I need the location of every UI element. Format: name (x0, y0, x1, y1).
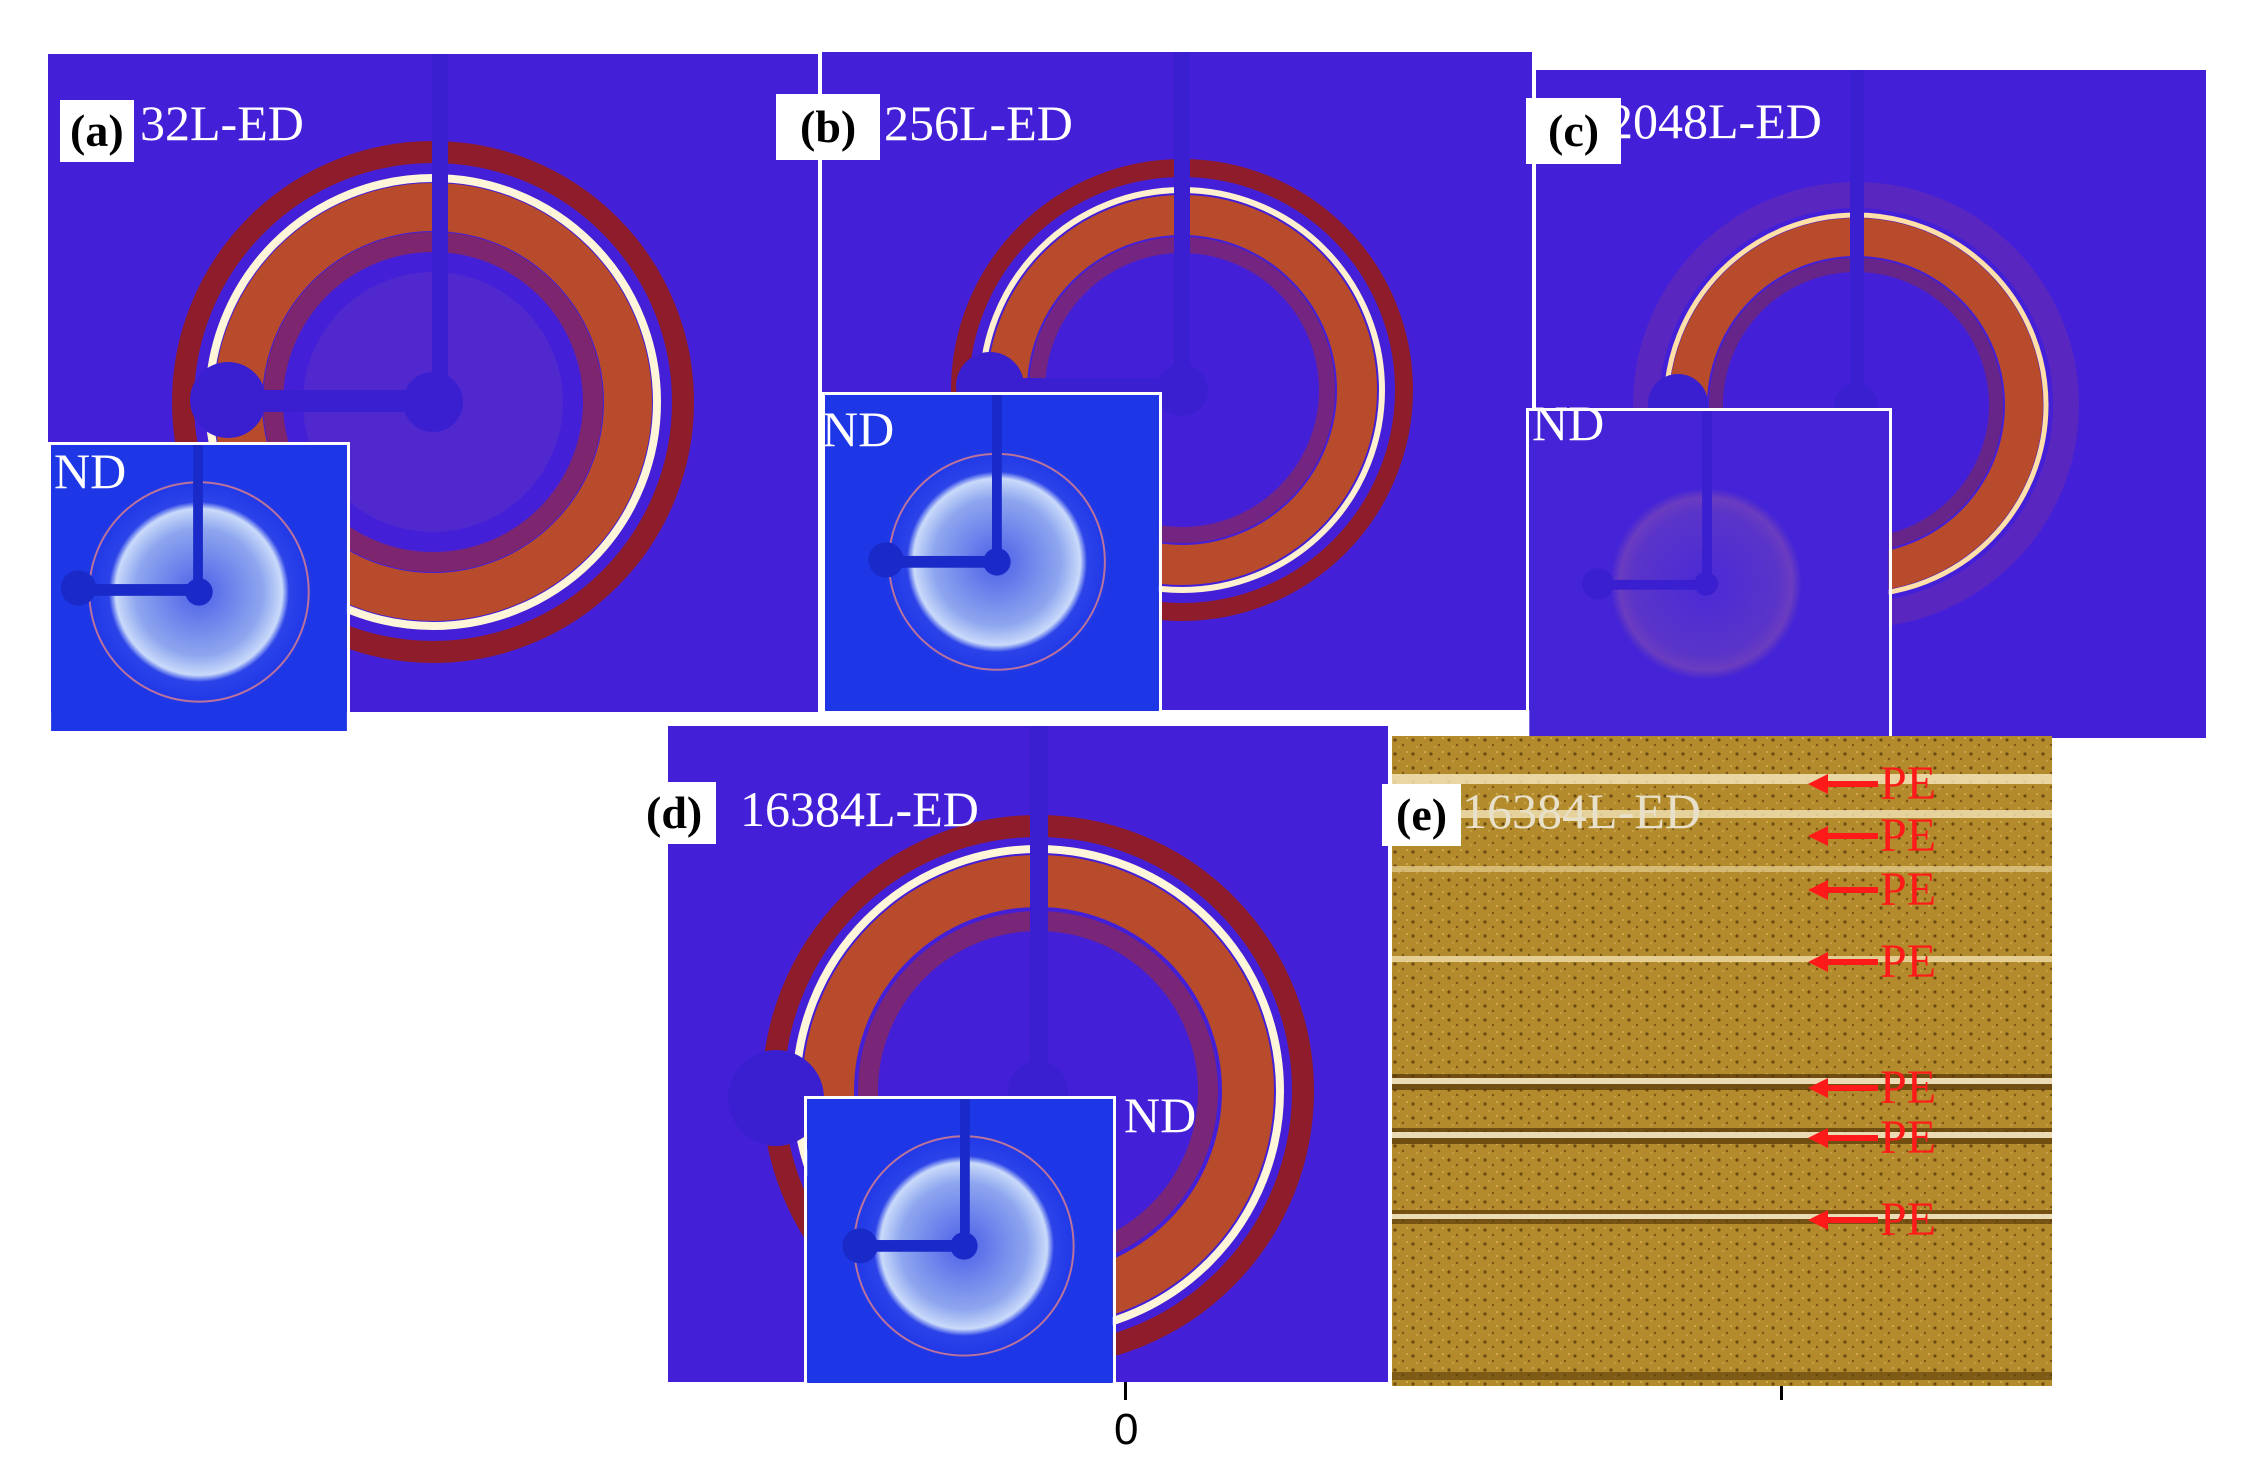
waxs-inset-d (804, 1096, 1116, 1386)
sample-label-d: 16384L-ED (740, 781, 979, 837)
arrow-left-icon (1808, 1210, 1878, 1230)
arrow-left-icon (1808, 826, 1878, 846)
inset-label-a: ND (54, 443, 127, 499)
arrow-left-icon (1808, 952, 1878, 972)
pe-layer-marker: PE (1808, 1196, 1936, 1244)
sample-label-b: 256L-ED (884, 95, 1073, 151)
pe-layer-label: PE (1880, 809, 1937, 862)
pe-layer-label: PE (1880, 1111, 1937, 1164)
waxs-inset-c (1526, 408, 1892, 740)
sample-label-c: 2048L-ED (1608, 93, 1822, 149)
inset-label-d: ND (1124, 1087, 1197, 1143)
inset-label-c: ND (1532, 395, 1605, 451)
panel-letter-c: (c) (1526, 98, 1622, 164)
pe-layer-label: PE (1880, 757, 1937, 810)
waxs-inset-b (822, 392, 1162, 714)
inset-label-b: ND (822, 401, 895, 457)
pe-layer-marker: PE (1808, 1064, 1936, 1112)
pe-layer-label: PE (1880, 1061, 1937, 1114)
panel-letter-a: (a) (60, 100, 134, 162)
pe-layer-marker: PE (1808, 760, 1936, 808)
sample-label-a: 32L-ED (140, 95, 304, 151)
pe-layer-label: PE (1880, 1193, 1937, 1246)
panel-letter-b: (b) (776, 94, 881, 160)
arrow-left-icon (1808, 1128, 1878, 1148)
sample-label-e: 16384L-ED (1462, 783, 1701, 839)
arrow-left-icon (1808, 1078, 1878, 1098)
axis-zero-label: 0 (1114, 1405, 1139, 1454)
axis-tick (1124, 1382, 1127, 1400)
arrow-left-icon (1808, 774, 1878, 794)
axis-tick (1780, 1386, 1783, 1400)
pe-layer-marker: PE (1808, 1114, 1936, 1162)
pe-layer-marker: PE (1808, 866, 1936, 914)
pe-layer-label: PE (1880, 863, 1937, 916)
pe-layer-marker: PE (1808, 812, 1936, 860)
afm-panel-e (1392, 736, 2052, 1386)
pe-layer-marker: PE (1808, 938, 1936, 986)
arrow-left-icon (1808, 880, 1878, 900)
panel-letter-d: (d) (632, 782, 717, 844)
panel-letter-e: (e) (1382, 784, 1462, 846)
afm-image-e (1392, 736, 2052, 1386)
pe-layer-label: PE (1880, 935, 1937, 988)
waxs-inset-a (48, 442, 350, 734)
